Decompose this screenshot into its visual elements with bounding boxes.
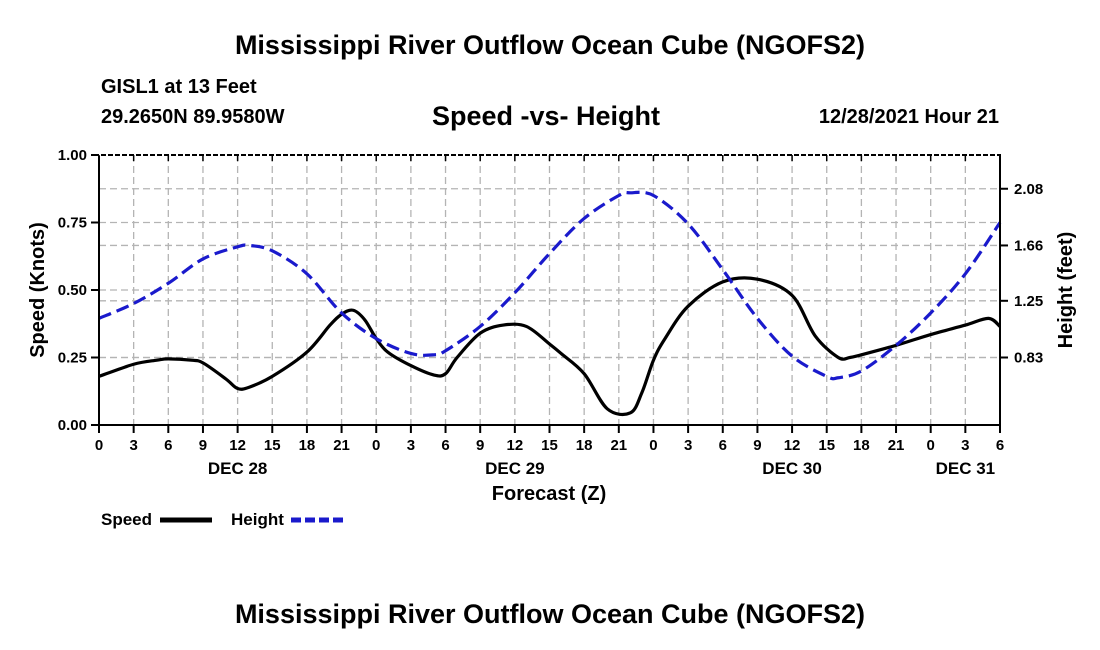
x-tick-label: 3 [407, 437, 415, 454]
legend-speed-label: Speed [101, 510, 152, 529]
x-tick-label: 12 [229, 437, 246, 454]
station-coordinates: 29.2650N 89.9580W [101, 106, 285, 128]
x-axis-label: Forecast (Z) [492, 483, 606, 505]
x-tick-label: 0 [649, 437, 657, 454]
x-tick-label: 21 [888, 437, 905, 454]
x-tick-label: 0 [927, 437, 935, 454]
y2-tick-label: 2.08 [1014, 181, 1043, 198]
page-title: Mississippi River Outflow Ocean Cube (NG… [234, 30, 866, 60]
x-tick-label: 12 [507, 437, 524, 454]
x-tick-label: 9 [476, 437, 484, 454]
x-tick-label: 15 [541, 437, 558, 454]
x-tick-label: 6 [164, 437, 172, 454]
x-tick-label: 3 [961, 437, 969, 454]
axis-layer: 0 3 6 9 12 15 18 21 0 3 6 9 12 15 18 21 0 3 6 9 12 15 18 21 0 3 6 0… [58, 147, 1043, 478]
x-day-label: DEC 30 [762, 459, 822, 478]
label-layer: Forecast (Z) Speed (Knots) Height (feet)… [27, 222, 1077, 529]
x-tick-label: 6 [441, 437, 449, 454]
y-tick-label: 0.75 [58, 215, 87, 232]
y2-tick-label: 1.25 [1014, 293, 1043, 310]
x-tick-label: 9 [753, 437, 761, 454]
x-tick-label: 6 [719, 437, 727, 454]
y2-tick-label: 1.66 [1014, 237, 1043, 254]
x-tick-label: 0 [95, 437, 103, 454]
x-tick-label: 21 [610, 437, 627, 454]
forecast-datetime: 12/28/2021 Hour 21 [818, 106, 999, 128]
x-day-label: DEC 29 [485, 459, 545, 478]
y-tick-label: 0.00 [58, 417, 87, 434]
legend-height-label: Height [231, 510, 284, 529]
x-tick-label: 0 [372, 437, 380, 454]
x-tick-label: 9 [199, 437, 207, 454]
series-line-height [98, 190, 1002, 381]
y2-axis-label: Height (feet) [1055, 232, 1077, 349]
x-tick-label: 21 [333, 437, 350, 454]
chart-subtitle: Speed -vs- Height [432, 101, 661, 131]
x-tick-label: 3 [684, 437, 692, 454]
x-tick-label: 15 [818, 437, 835, 454]
x-tick-label: 6 [996, 437, 1004, 454]
page-title-repeat: Mississippi River Outflow Ocean Cube (NG… [234, 599, 866, 629]
x-tick-label: 18 [299, 437, 316, 454]
y-axis-label: Speed (Knots) [27, 222, 49, 358]
x-tick-label: 18 [576, 437, 593, 454]
y2-tick-label: 0.83 [1014, 350, 1043, 367]
y-tick-label: 0.25 [58, 350, 87, 367]
x-tick-label: 3 [129, 437, 137, 454]
x-tick-label: 18 [853, 437, 870, 454]
station-label: GISL1 at 13 Feet [101, 76, 257, 98]
x-tick-label: 12 [784, 437, 801, 454]
x-day-label: DEC 31 [936, 459, 996, 478]
series-layer [98, 190, 1002, 417]
x-day-label: DEC 28 [208, 459, 268, 478]
series-line-speed [98, 276, 1002, 417]
y-tick-label: 0.50 [58, 282, 87, 299]
y-tick-label: 1.00 [58, 147, 87, 164]
x-tick-label: 15 [264, 437, 281, 454]
